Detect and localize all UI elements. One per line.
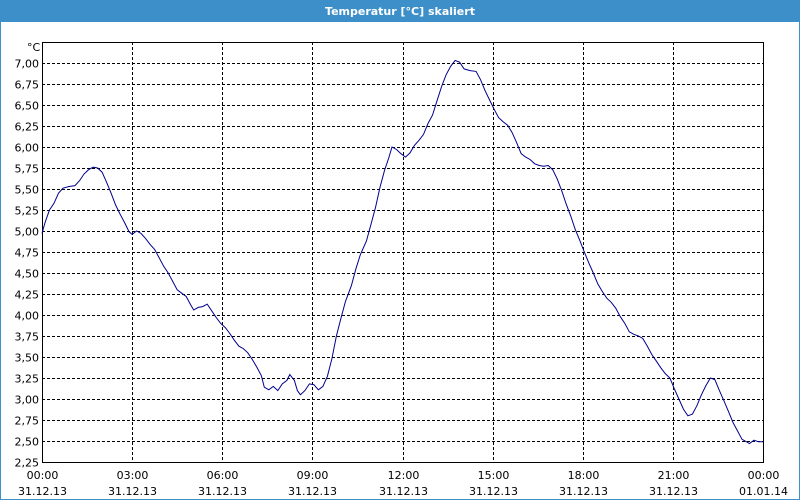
y-tick-label: 5,25: [15, 205, 40, 218]
x-tick-time: 12:00: [388, 469, 420, 482]
x-tick-time: 21:00: [658, 469, 690, 482]
x-tick-date: 31.12.13: [379, 485, 428, 498]
window-title: Temperatur [°C] skaliert: [1, 1, 799, 22]
x-tick-time: 09:00: [297, 469, 329, 482]
y-axis-ticks: 2,25 2,50 2,75 3,00 3,25 3,50 3,75 4,00 4,25 4,50…: [15, 58, 40, 470]
x-tick-date: 31.12.13: [198, 485, 247, 498]
y-tick-label: 3,50: [15, 352, 40, 365]
x-tick-date: 01.01.14: [739, 485, 788, 498]
x-tick-time: 06:00: [207, 469, 239, 482]
y-tick-label: 5,00: [15, 226, 40, 239]
x-tick-time: 00:00: [748, 469, 780, 482]
y-tick-label: 3,75: [15, 331, 40, 344]
grid-lines: [42, 42, 763, 462]
y-tick-label: 6,75: [15, 79, 40, 92]
y-tick-label: 3,25: [15, 373, 40, 386]
x-tick-time: 15:00: [478, 469, 510, 482]
x-tick-time: 03:00: [117, 469, 149, 482]
x-tick-date: 31.12.13: [469, 485, 518, 498]
x-tick-time: 18:00: [568, 469, 600, 482]
temperature-line: [41, 59, 763, 445]
plot-area: [42, 42, 764, 463]
x-tick-date: 31.12.13: [649, 485, 698, 498]
y-tick-label: 2,25: [15, 457, 40, 470]
y-tick-label: 4,25: [15, 289, 40, 302]
x-tick-date: 31.12.13: [18, 485, 67, 498]
y-tick-label: 4,50: [15, 268, 40, 281]
y-tick-label: 6,50: [15, 100, 40, 113]
y-tick-label: 2,50: [15, 436, 40, 449]
x-tick-date: 31.12.13: [559, 485, 608, 498]
chart-svg: 2,25 2,50 2,75 3,00 3,25 3,50 3,75 4,00 4,25 4,50…: [15, 41, 788, 498]
y-tick-label: 4,75: [15, 247, 40, 260]
x-tick-date: 31.12.13: [108, 485, 157, 498]
y-tick-label: 6,00: [15, 142, 40, 155]
y-tick-label: 5,75: [15, 163, 40, 176]
y-tick-label: 2,75: [15, 415, 40, 428]
x-tick-time: 00:00: [27, 469, 59, 482]
y-tick-label: 6,25: [15, 121, 40, 134]
x-axis-ticks: 00:00 31.12.13 03:00 31.12.13 06:00 31.12.13 0…: [18, 469, 788, 498]
y-tick-label: 3,00: [15, 394, 40, 407]
y-tick-label: 7,00: [15, 58, 40, 71]
y-axis-unit: °C: [27, 41, 41, 54]
y-tick-label: 4,00: [15, 310, 40, 323]
y-tick-label: 5,50: [15, 184, 40, 197]
x-tick-date: 31.12.13: [288, 485, 337, 498]
